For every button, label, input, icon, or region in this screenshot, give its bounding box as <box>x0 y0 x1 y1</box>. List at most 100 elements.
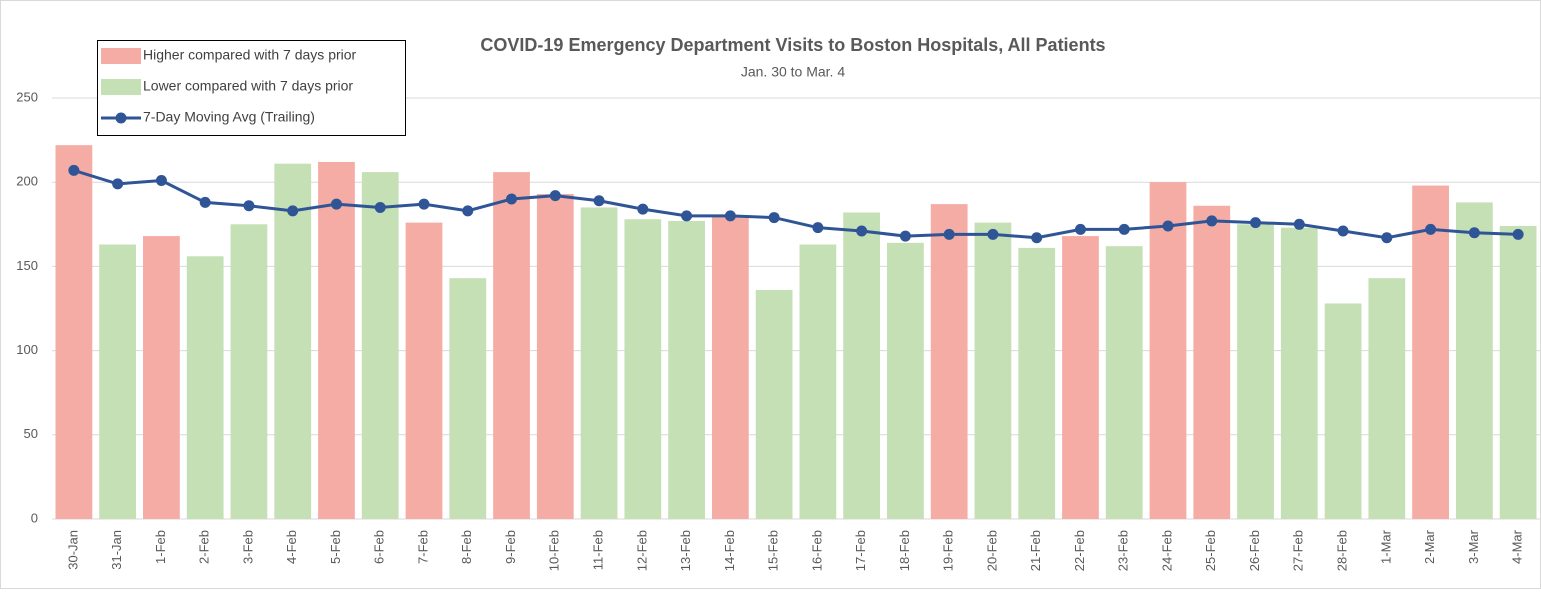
bar <box>799 244 837 519</box>
x-tick-label: 17-Feb <box>853 530 868 571</box>
line-marker <box>374 201 386 213</box>
x-tick-label: 4-Feb <box>284 530 299 564</box>
y-tick-label: 0 <box>31 510 38 525</box>
x-tick-label: 11-Feb <box>590 530 605 570</box>
line-marker <box>155 175 167 187</box>
bar <box>624 219 662 520</box>
line-marker <box>1337 225 1349 237</box>
legend-label: Higher compared with 7 days prior <box>143 47 357 63</box>
x-tick-label: 27-Feb <box>1291 530 1306 571</box>
x-tick-label: 3-Feb <box>240 530 255 564</box>
line-marker <box>724 210 736 222</box>
x-tick-label: 10-Feb <box>547 530 562 571</box>
bar <box>99 244 137 519</box>
bar <box>1324 303 1362 519</box>
bar <box>1412 185 1449 519</box>
bar <box>755 289 793 519</box>
line-marker <box>243 200 255 212</box>
x-tick-label: 3-Mar <box>1466 529 1481 564</box>
bar <box>143 236 180 519</box>
legend-label: 7-Day Moving Avg (Trailing) <box>143 109 315 125</box>
x-tick-label: 16-Feb <box>809 530 824 571</box>
bar <box>930 204 968 520</box>
bar <box>1018 247 1056 519</box>
x-tick-label: 1-Feb <box>153 530 168 564</box>
x-tick-label: 22-Feb <box>1072 530 1087 571</box>
line-marker <box>987 228 999 240</box>
line-marker <box>1250 217 1262 229</box>
bar <box>1105 246 1143 519</box>
x-tick-label: 30-Jan <box>65 530 80 570</box>
y-tick-label: 50 <box>24 426 38 441</box>
line-marker <box>1031 232 1043 244</box>
bar <box>186 256 224 519</box>
bar <box>843 212 881 519</box>
legend: Higher compared with 7 days prior Lower c… <box>101 47 357 125</box>
x-tick-label: 8-Feb <box>459 530 474 564</box>
line-marker <box>112 178 124 190</box>
legend-box <box>97 40 406 136</box>
line-marker <box>1206 215 1218 227</box>
line-marker <box>1293 218 1305 230</box>
x-tick-label: 26-Feb <box>1247 530 1262 571</box>
line-marker <box>637 203 649 215</box>
legend-marker <box>115 112 127 124</box>
bar <box>1499 225 1537 519</box>
bar <box>361 172 399 519</box>
x-tick-label: 28-Feb <box>1334 530 1349 571</box>
y-tick-label: 100 <box>16 342 38 357</box>
line-marker <box>506 193 518 205</box>
x-tick-label: 24-Feb <box>1159 530 1174 571</box>
bar <box>1368 278 1406 519</box>
bar <box>1149 182 1187 519</box>
y-tick-label: 200 <box>16 174 38 189</box>
line-marker <box>287 205 299 217</box>
bar <box>536 193 574 519</box>
x-tick-label: 5-Feb <box>328 530 343 564</box>
bar <box>493 172 530 519</box>
line-marker <box>1381 232 1393 244</box>
x-tick-label: 21-Feb <box>1028 530 1043 571</box>
line-marker <box>681 210 693 222</box>
line-marker <box>1074 223 1086 235</box>
line-marker <box>1118 223 1130 235</box>
x-tick-label: 23-Feb <box>1116 530 1131 571</box>
x-tick-label: 31-Jan <box>109 530 124 570</box>
line <box>73 168 1519 240</box>
bar <box>1455 202 1493 519</box>
bar <box>974 222 1012 519</box>
line-marker <box>943 228 955 240</box>
bar <box>1237 224 1274 520</box>
x-tick-label: 12-Feb <box>634 530 649 571</box>
line-marker <box>462 205 474 217</box>
bar <box>1280 227 1318 519</box>
line-marker <box>768 212 780 224</box>
line-marker <box>593 195 605 207</box>
x-tick-label: 1-Mar <box>1378 529 1393 564</box>
x-tick-label: 20-Feb <box>984 530 999 571</box>
line-marker <box>68 164 80 176</box>
line-marker <box>812 222 824 234</box>
chart-subtitle: Jan. 30 to Mar. 4 <box>741 64 845 80</box>
x-tick-label: 25-Feb <box>1203 530 1218 571</box>
chart-title: COVID-19 Emergency Department Visits to … <box>480 35 1105 55</box>
bar <box>230 224 268 520</box>
x-tick-label: 19-Feb <box>941 530 956 571</box>
bar <box>668 220 705 519</box>
bar <box>405 222 443 519</box>
line-marker <box>899 230 911 242</box>
line-marker <box>856 225 868 237</box>
bar <box>55 145 93 520</box>
bar <box>318 161 355 519</box>
bar <box>887 242 924 519</box>
line-marker <box>199 196 211 208</box>
bar <box>449 278 487 519</box>
x-tick-label: 2-Mar <box>1422 529 1437 564</box>
plot-area: 0 50 100 150 200 250 30-Jan 31-Jan 1-Feb 2-Feb 3-F… <box>16 89 1540 571</box>
bar <box>580 207 618 519</box>
bar <box>711 215 749 519</box>
y-tick-label: 250 <box>16 89 38 104</box>
x-tick-label: 4-Mar <box>1510 529 1525 564</box>
x-tick-label: 2-Feb <box>197 530 212 564</box>
